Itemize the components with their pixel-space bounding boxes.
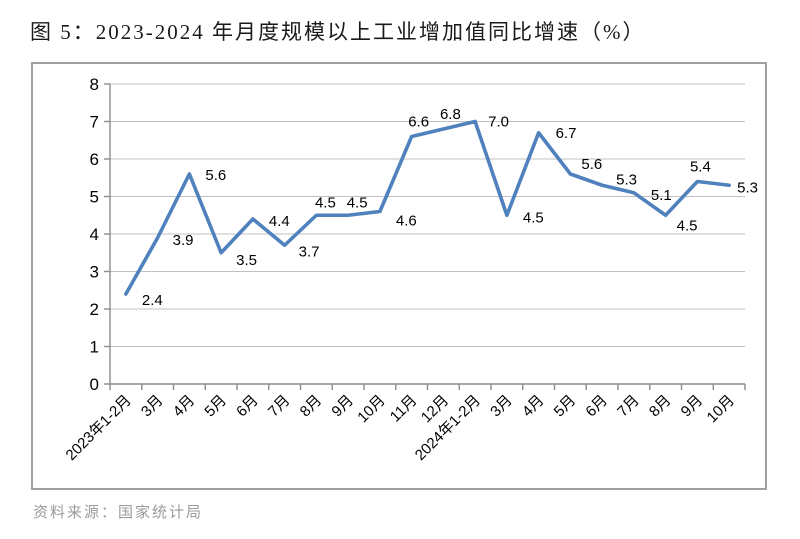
data-label: 6.8 bbox=[440, 106, 461, 123]
data-label: 7.0 bbox=[488, 114, 509, 131]
x-axis-label: 10月 bbox=[704, 392, 738, 426]
x-axis-label: 8月 bbox=[297, 392, 326, 421]
y-axis-label: 5 bbox=[90, 188, 99, 207]
x-axis-label: 4月 bbox=[170, 392, 199, 421]
data-label: 3.7 bbox=[299, 243, 320, 260]
x-axis-label: 9月 bbox=[328, 392, 357, 421]
x-axis-label: 6月 bbox=[233, 392, 262, 421]
data-label: 5.3 bbox=[737, 179, 758, 196]
data-label: 3.5 bbox=[236, 252, 257, 269]
data-label: 4.5 bbox=[347, 194, 368, 211]
y-axis-label: 7 bbox=[90, 113, 99, 132]
data-label: 4.6 bbox=[396, 213, 417, 230]
data-label: 4.4 bbox=[269, 213, 290, 230]
y-axis-label: 0 bbox=[90, 375, 99, 394]
series-line bbox=[124, 119, 731, 296]
data-label: 5.6 bbox=[205, 167, 226, 184]
y-axis-label: 8 bbox=[90, 75, 99, 94]
data-label: 4.5 bbox=[523, 209, 544, 226]
data-label: 6.7 bbox=[556, 125, 577, 142]
x-axis-label: 10月 bbox=[354, 392, 388, 426]
x-axis-label: 7月 bbox=[265, 392, 294, 421]
data-label: 5.6 bbox=[581, 156, 602, 173]
chart-frame: 0 1 2 3 4 5 6 7 8 2023年1-2月 3月 4月 5月 6月 7月 8月 9月 10月 11月 12… bbox=[31, 62, 767, 490]
chart-title: 图 5：2023-2024 年月度规模以上工业增加值同比增速（%） bbox=[30, 20, 646, 44]
x-axis-label: 6月 bbox=[582, 392, 611, 421]
x-axis-label: 4月 bbox=[519, 392, 548, 421]
x-axis-label: 2023年1-2月 bbox=[63, 392, 135, 464]
data-label: 4.5 bbox=[677, 217, 698, 234]
data-label: 5.1 bbox=[651, 187, 672, 204]
x-axis-label: 7月 bbox=[614, 392, 643, 421]
x-axis-label: 11月 bbox=[387, 392, 421, 426]
source-note: 资料来源：国家统计局 bbox=[33, 505, 204, 521]
data-label: 6.6 bbox=[408, 114, 429, 131]
y-axis-label: 6 bbox=[90, 150, 99, 169]
data-label: 2.4 bbox=[142, 292, 163, 309]
data-label: 5.4 bbox=[690, 159, 711, 176]
x-axis-label: 8月 bbox=[646, 392, 675, 421]
data-label: 5.3 bbox=[616, 171, 637, 188]
x-axis-label: 3月 bbox=[138, 392, 167, 421]
x-axis-label: 5月 bbox=[201, 392, 230, 421]
y-axis-label: 2 bbox=[90, 300, 99, 319]
y-axis-label: 4 bbox=[90, 225, 99, 244]
data-label: 4.5 bbox=[315, 194, 336, 211]
x-axis-label: 5月 bbox=[551, 392, 580, 421]
x-axis-label: 9月 bbox=[678, 392, 707, 421]
y-axis-label: 3 bbox=[90, 263, 99, 282]
y-axis-label: 1 bbox=[90, 338, 99, 357]
x-axis-label: 3月 bbox=[487, 392, 516, 421]
data-label: 3.9 bbox=[173, 232, 194, 249]
